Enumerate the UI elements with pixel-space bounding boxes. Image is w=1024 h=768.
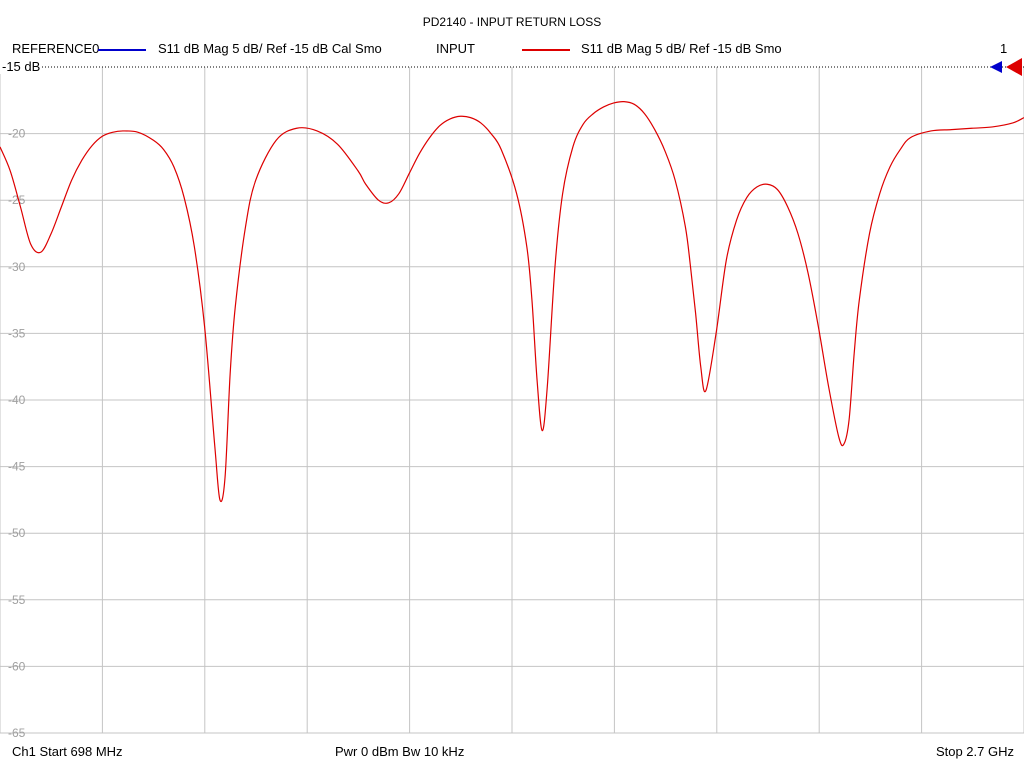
ref-level-marker-blue [990,61,1002,73]
chart-title: PD2140 - INPUT RETURN LOSS [422,15,602,29]
y-tick-label: -30 [8,260,26,274]
legend-ref-name: REFERENCE0 [12,41,100,56]
y-tick-label: -25 [8,193,26,207]
footer-stop: Stop 2.7 GHz [935,744,1014,759]
y-tick-label: -65 [8,726,26,740]
marker-number: 1 [1000,41,1008,56]
legend-ref-desc: S11 dB Mag 5 dB/ Ref -15 dB Cal Smo [158,41,382,56]
y-tick-label: -35 [8,326,26,340]
legend: REFERENCE0 S11 dB Mag 5 dB/ Ref -15 dB C… [0,41,1024,59]
series-group [0,100,1024,503]
legend-input-desc: S11 dB Mag 5 dB/ Ref -15 dB Smo [581,41,782,56]
legend-ref-swatch [98,49,146,51]
legend-input-swatch [522,49,570,51]
y-tick-label: -60 [8,659,26,673]
y-tick-labels: -15-20-25-30-35-40-45-50-55-60-65 [8,60,26,740]
ref-level-marker-red [1006,58,1022,76]
ref-level-label: -15 dB [0,59,43,74]
footer-start: Ch1 Start 698 MHz [12,744,123,759]
y-tick-label: -55 [8,593,26,607]
y-tick-label: -20 [8,127,26,141]
series-line-input [0,100,1024,503]
y-tick-label: -40 [8,393,26,407]
grid [0,67,1024,734]
y-tick-label: -50 [8,526,26,540]
legend-input-name: INPUT [436,41,475,56]
y-tick-label: -45 [8,460,26,474]
footer-center: Pwr 0 dBm Bw 10 kHz [335,744,465,759]
